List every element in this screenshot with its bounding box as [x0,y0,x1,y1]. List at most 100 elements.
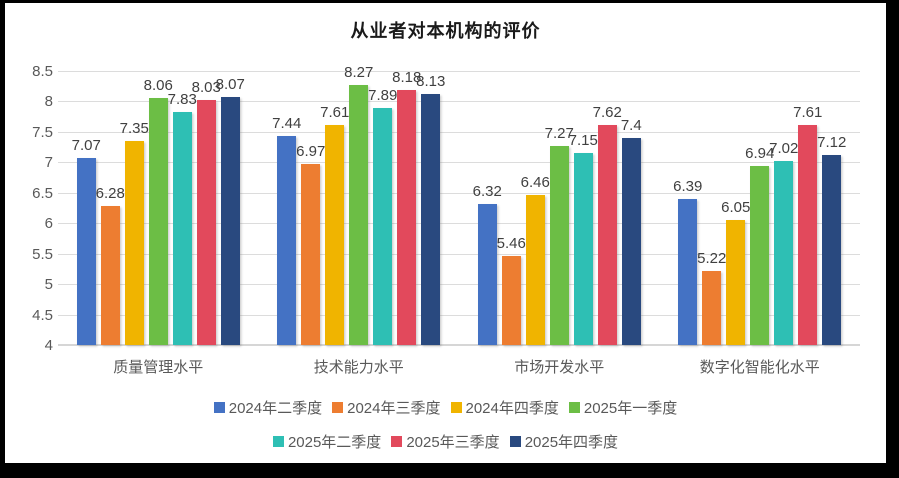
legend-swatch-icon [213,402,225,413]
bar-2024年三季度-市场开发水平 [501,256,521,345]
data-label: 8.03 [191,78,221,96]
y-axis-tick-label: 5 [44,276,53,294]
plot-area: 8.5 8 7.5 7 6.5 6 5.5 5 4.5 4 7.07 6.28 7.35 8.06 7.8… [5,3,886,463]
gridline [58,192,860,194]
data-label: 7.02 [769,140,799,158]
legend-item-2025年三季度: 2025年三季度 [391,431,500,452]
legend-swatch-icon [391,436,403,447]
legend-label: 2025年四季度 [524,434,619,451]
data-label: 7.27 [544,124,574,142]
y-axis-tick-label: 8.5 [32,63,53,80]
bar-2025年四季度-数字化智能化水平 [822,155,842,345]
category-label: 技术能力水平 [313,359,404,376]
legend-item-2025年一季度: 2025年一季度 [568,397,678,418]
bar-2025年一季度-市场开发水平 [549,145,569,345]
legend-label: 2024年二季度 [228,400,323,417]
data-label: 6.28 [95,185,125,203]
gridline [58,344,860,346]
bar-2024年四季度-质量管理水平 [124,141,144,345]
data-label: 6.97 [296,143,326,161]
y-axis-tick-label: 4 [44,337,53,354]
bar-2025年二季度-质量管理水平 [172,111,192,345]
bar-2024年三季度-质量管理水平 [100,206,120,345]
data-label: 7.12 [817,134,847,152]
y-axis-tick-label: 6.5 [32,184,53,202]
bar-2025年一季度-数字化智能化水平 [750,165,770,345]
data-label: 7.07 [71,137,101,155]
data-label: 8.27 [344,64,374,81]
bar-2024年四季度-数字化智能化水平 [726,220,746,345]
legend-label: 2024年三季度 [347,400,441,417]
legend-row-1: 2024年二季度 2024年三季度 2024年四季度 2025年一季度 [5,397,886,418]
y-axis-tick-label: 8 [44,93,53,111]
bar-2025年四季度-质量管理水平 [220,97,240,345]
data-label: 5.22 [697,249,727,267]
y-axis-tick-label: 7 [44,154,53,172]
data-label: 6.39 [673,178,703,196]
category-label: 质量管理水平 [113,359,204,376]
data-label: 8.07 [215,76,245,94]
data-label: 7.15 [568,132,598,150]
gridline [58,223,860,225]
data-label: 6.05 [721,199,751,217]
legend-item-2025年二季度: 2025年二季度 [272,431,382,452]
data-label: 7.83 [167,90,197,108]
legend-swatch-icon [568,402,580,413]
bar-2025年三季度-质量管理水平 [196,99,216,345]
y-axis-tick-label: 5.5 [32,245,53,263]
data-label: 6.94 [745,144,775,162]
legend-label: 2024年四季度 [465,400,559,417]
legend-item-2024年四季度: 2024年四季度 [450,397,559,418]
gridline [58,71,860,72]
bar-2025年三季度-市场开发水平 [597,124,617,345]
data-label: 8.18 [392,69,422,87]
data-label: 7.61 [320,104,350,122]
bar-2024年四季度-市场开发水平 [525,195,545,345]
bar-2024年四季度-技术能力水平 [325,125,345,345]
legend-label: 2025年二季度 [287,434,382,451]
data-label: 7.4 [620,116,642,134]
bar-2025年一季度-技术能力水平 [349,85,369,345]
gridline [58,131,860,133]
bar-2025年一季度-质量管理水平 [148,97,168,345]
bar-2024年二季度-市场开发水平 [477,203,497,345]
gridline [58,253,860,255]
bar-2025年三季度-数字化智能化水平 [798,125,818,345]
chart-canvas: 从业者对本机构的评价 8.5 8 7.5 7 6.5 6 5.5 5 4.5 4 7.07 6.28… [5,3,886,463]
bar-2025年三季度-技术能力水平 [397,90,417,345]
gridline [58,314,860,316]
y-axis-tick-label: 4.5 [32,306,53,324]
legend-item-2024年二季度: 2024年二季度 [213,397,323,418]
legend-swatch-icon [509,436,521,447]
data-label: 7.62 [592,103,622,121]
data-label: 8.06 [143,76,173,94]
bar-2024年二季度-数字化智能化水平 [678,199,698,345]
data-label: 7.44 [272,114,302,132]
gridline [58,101,860,103]
data-label: 7.89 [368,87,398,105]
legend-swatch-icon [272,436,284,447]
legend-label: 2025年一季度 [583,400,678,417]
bar-2024年二季度-质量管理水平 [76,158,96,345]
category-label: 数字化智能化水平 [699,359,820,376]
bar-2024年三季度-数字化智能化水平 [702,270,722,345]
legend-swatch-icon [450,402,462,413]
legend-item-2025年四季度: 2025年四季度 [509,431,619,452]
data-label: 7.35 [119,120,149,138]
data-label: 6.32 [472,182,502,200]
legend-swatch-icon [332,402,344,413]
bar-2025年四季度-技术能力水平 [421,93,441,345]
bar-2024年二季度-技术能力水平 [277,135,297,345]
bar-2024年三季度-技术能力水平 [301,164,321,345]
data-label: 7.61 [793,104,823,122]
data-label: 5.46 [496,235,526,253]
gridline [58,162,860,164]
bar-2025年四季度-市场开发水平 [621,137,641,345]
chart-title: 从业者对本机构的评价 [350,21,541,42]
legend-row-2: 2025年二季度 2025年三季度 2025年四季度 [5,431,886,452]
bar-2025年二季度-技术能力水平 [373,108,393,345]
bar-2025年二季度-数字化智能化水平 [774,161,794,345]
y-axis-tick-label: 6 [44,215,53,233]
legend-label: 2025年三季度 [406,434,500,451]
